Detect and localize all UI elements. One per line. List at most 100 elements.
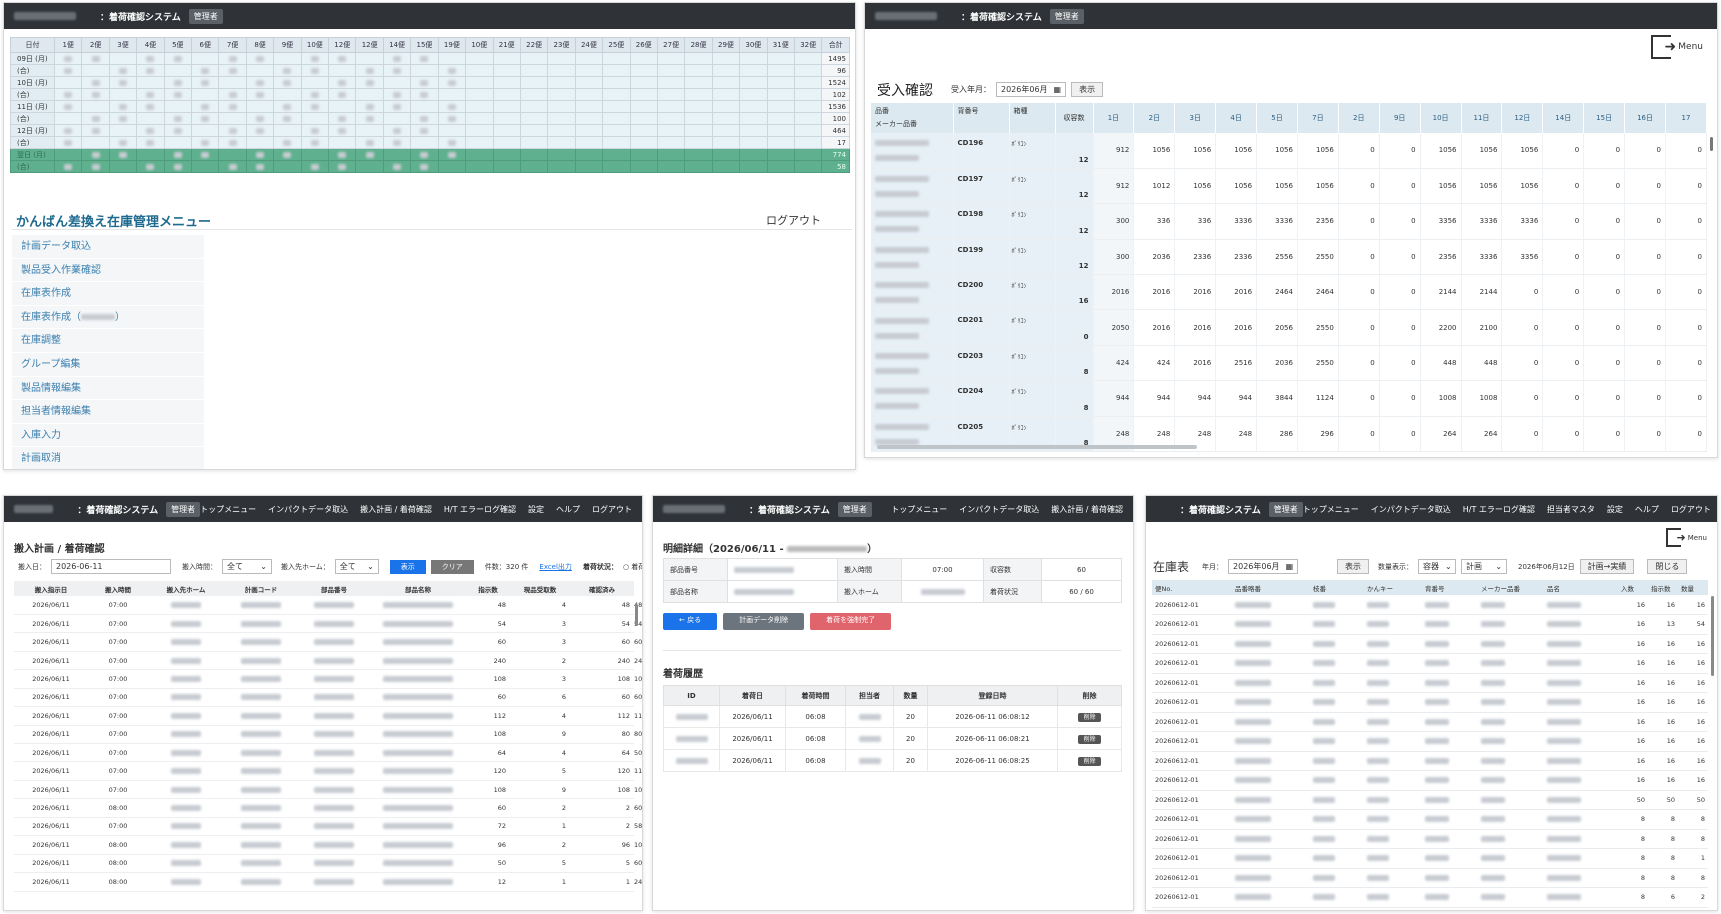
receiving-row[interactable]: CD199 ﾎﾟﾘｺﾝ 12 300 2036 2336 2336 2556 2550 0 0 235… [871, 239, 1708, 276]
summary-row[interactable]: 09日 (月) 1495 [10, 52, 850, 65]
table-row[interactable]: 20260612-01 16 16 16 [1152, 712, 1708, 732]
table-row[interactable]: 2026/06/11 08:00 12 1 1 24 [14, 872, 642, 892]
date-input[interactable]: 2026-06-11 [51, 559, 171, 574]
table-row[interactable]: 2026/06/11 08:00 60 2 2 60 [14, 798, 642, 818]
history-row[interactable]: 2026/06/11 06:08 20 2026-06-11 06:08:12 削除 [663, 705, 1122, 728]
receiving-row[interactable]: CD201 ﾎﾟﾘｺﾝ 0 2050 2016 2016 2016 2056 2550 0 0 220… [871, 309, 1708, 346]
receiving-row[interactable]: CD205 ﾎﾟﾘｺﾝ 8 248 248 248 248 286 296 0 0 264 264 0 0 0… [871, 416, 1708, 453]
summary-row[interactable]: (合) 58 [10, 160, 850, 173]
nav-link[interactable]: 搬入計画 / 着荷確認 [1051, 504, 1123, 514]
clear-button[interactable]: クリア [430, 559, 474, 574]
horizontal-scrollbar[interactable] [877, 445, 1197, 449]
nav-link[interactable]: H/T エラーログ確認 [443, 504, 516, 514]
menu-item[interactable]: 在庫表作成 [12, 282, 204, 306]
close-button[interactable]: 閉じる [1647, 559, 1688, 574]
status-radio[interactable]: ○ 着荷済み [623, 562, 642, 572]
table-row[interactable]: 20260612-01 8 6 2 [1152, 887, 1708, 908]
year-input[interactable]: 2026年06月 ▦ [1228, 559, 1299, 574]
plan-select[interactable]: 計画 ⌄ [1461, 559, 1508, 574]
table-row[interactable]: 20260612-01 8 8 8 [1152, 809, 1708, 830]
menu-item[interactable]: 担当者情報編集 [12, 400, 204, 424]
menu-item[interactable]: 在庫表作成（ ） [12, 305, 204, 330]
nav-link[interactable]: 搬入計画 / 着荷確認 [360, 504, 432, 514]
receiving-row[interactable]: CD204 ﾎﾟﾘｺﾝ 8 944 944 944 944 3844 1124 0 0 1008 100… [871, 380, 1708, 417]
table-row[interactable]: 20260612-01 16 16 16 [1152, 673, 1708, 693]
summary-row[interactable]: (合) 17 [10, 136, 850, 149]
table-row[interactable]: 2026/06/11 07:00 54 3 54 54 [14, 614, 642, 634]
summary-row[interactable]: 11日 (月) 1536 [10, 100, 850, 113]
delete-button[interactable]: 削除 [1078, 735, 1101, 744]
table-row[interactable]: 20260612-01 8 8 8 [1152, 829, 1708, 849]
excel-export-link[interactable]: Excel出力 [539, 562, 572, 571]
table-row[interactable]: 20260612-01 16 16 16 [1152, 634, 1708, 654]
table-row[interactable]: 2026/06/11 07:00 72 1 2 58 [14, 817, 642, 837]
receiving-row[interactable]: CD200 ﾎﾟﾘｺﾝ 16 2016 2016 2016 2016 2464 2464 0 0 21… [871, 274, 1708, 311]
nav-link[interactable]: H/T エラーログ確認 [1462, 504, 1535, 514]
table-row[interactable]: 20260612-01 16 16 16 [1152, 692, 1708, 713]
menu-item[interactable]: 入庫入力 [12, 423, 204, 448]
nav-link[interactable]: トップメニュー [891, 504, 948, 514]
qty-select[interactable]: 容器 ⌄ [1418, 559, 1457, 574]
nav-link[interactable]: トップメニュー [1302, 504, 1359, 514]
table-row[interactable]: 2026/06/11 07:00 60 3 60 60 [14, 632, 642, 652]
table-row[interactable]: 20260612-01 8 8 8 [1152, 868, 1708, 888]
vertical-scrollbar[interactable] [1710, 137, 1713, 151]
receiving-row[interactable]: CD197 ﾎﾟﾘｺﾝ 12 912 1012 1056 1056 1056 1056 0 0 105… [871, 168, 1708, 205]
plan-to-actual-button[interactable]: 計画→実績 [1579, 559, 1635, 574]
nav-link[interactable]: 担当者マスタ [1546, 504, 1595, 514]
history-row[interactable]: 2026/06/11 06:08 20 2026-06-11 06:08:21 削除 [663, 727, 1122, 750]
menu-item[interactable]: 計画データ取込 [12, 235, 204, 259]
menu-item[interactable]: グループ編集 [12, 352, 204, 377]
force-complete-button[interactable]: 着荷を強制完了 [810, 613, 892, 630]
receiving-row[interactable]: CD198 ﾎﾟﾘｺﾝ 12 300 336 336 3336 3336 2356 0 0 3356 3… [871, 203, 1708, 240]
history-row[interactable]: 2026/06/11 06:08 20 2026-06-11 06:08:25 削除 [663, 749, 1122, 772]
menu-button[interactable]: ➜ Menu [1665, 528, 1707, 547]
nav-link[interactable]: ログアウト [592, 504, 632, 514]
month-input[interactable]: 2026年06月 ▦ [996, 82, 1067, 97]
table-row[interactable]: 20260612-01 8 8 1 [1152, 848, 1708, 869]
nav-link[interactable]: トップメニュー [200, 504, 257, 514]
vertical-scrollbar[interactable] [1711, 596, 1714, 676]
time-select[interactable]: 全て ⌄ [222, 559, 272, 574]
summary-row[interactable]: (合) 96 [10, 64, 850, 77]
nav-link[interactable]: インパクトデータ取込 [959, 504, 1040, 514]
table-row[interactable]: 2026/06/11 08:00 50 5 5 60 [14, 854, 642, 874]
table-row[interactable]: 20260612-01 16 16 16 [1152, 751, 1708, 771]
nav-link[interactable]: インパクトデータ取込 [1370, 504, 1451, 514]
back-button[interactable]: ← 戻る [663, 613, 718, 630]
table-row[interactable]: 20260612-01 16 13 54 [1152, 614, 1708, 635]
delete-plan-button[interactable]: 計画データ削除 [723, 613, 805, 630]
summary-row[interactable]: 10日 (月) 1524 [10, 76, 850, 89]
table-row[interactable]: 2026/06/11 07:00 108 9 80 80 [14, 725, 642, 745]
table-row[interactable]: 2026/06/11 07:00 48 4 48 48 [14, 596, 642, 615]
table-row[interactable]: 2026/06/11 07:00 60 6 60 60 [14, 688, 642, 708]
nav-link[interactable]: 設定 [1606, 504, 1623, 514]
menu-item[interactable]: 製品受入作業確認 [12, 258, 204, 283]
summary-row[interactable]: (合) 100 [10, 112, 850, 125]
table-row[interactable]: 20260612-01 16 16 16 [1152, 595, 1708, 615]
show-button[interactable]: 表示 [389, 559, 426, 574]
summary-row[interactable]: 翌日 (月) 774 [10, 148, 850, 161]
table-row[interactable]: 20260612-01 16 16 16 [1152, 731, 1708, 752]
receiving-row[interactable]: CD203 ﾎﾟﾘｺﾝ 8 424 424 2016 2516 2036 2550 0 0 448 44… [871, 345, 1708, 382]
vertical-scrollbar[interactable] [635, 604, 638, 626]
menu-item[interactable]: 在庫調整 [12, 329, 204, 353]
table-row[interactable]: 2026/06/11 07:00 64 4 64 50 [14, 743, 642, 763]
summary-row[interactable]: (合) 102 [10, 88, 850, 101]
table-row[interactable]: 20260612-01 50 50 50 [1152, 790, 1708, 810]
delete-button[interactable]: 削除 [1078, 713, 1101, 722]
show-button[interactable]: 表示 [1071, 82, 1104, 97]
table-row[interactable]: 20260612-01 16 16 16 [1152, 770, 1708, 791]
receiving-row[interactable]: CD196 ﾎﾟﾘｺﾝ 12 912 1056 1056 1056 1056 1056 0 0 105… [871, 133, 1708, 169]
nav-link[interactable]: ヘルプ [556, 504, 580, 514]
nav-link[interactable]: ヘルプ [1634, 504, 1659, 514]
menu-item[interactable]: 製品情報編集 [12, 376, 204, 401]
nav-link[interactable]: ログアウト [1670, 504, 1711, 514]
summary-row[interactable]: 12日 (月) 464 [10, 124, 850, 137]
